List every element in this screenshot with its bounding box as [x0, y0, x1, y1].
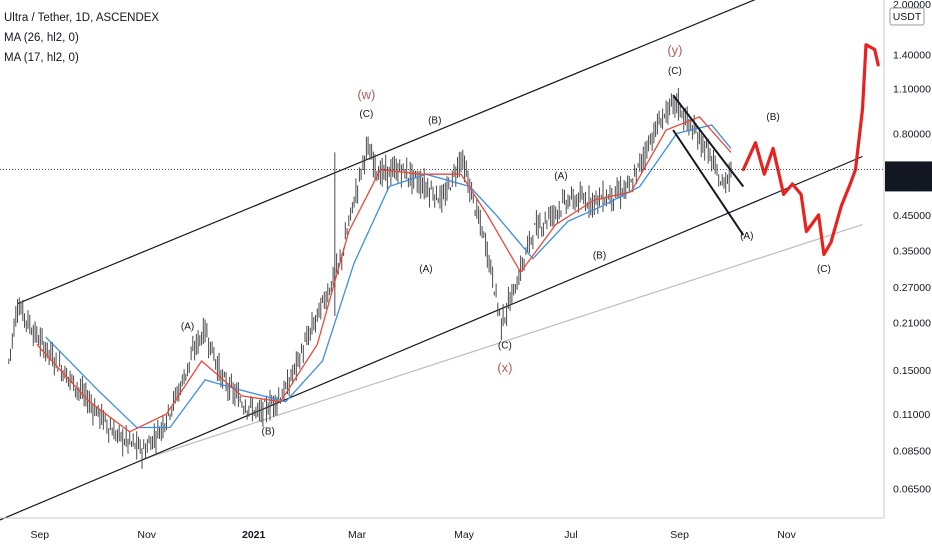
x-tick-label: May	[454, 529, 475, 541]
correction-upper-line	[672, 94, 745, 188]
channel-lower-line	[0, 155, 863, 521]
currency-box	[889, 7, 925, 26]
wave-label: (B)	[593, 251, 606, 262]
x-tick-label: Sep	[670, 529, 689, 541]
ma17-line	[36, 116, 732, 433]
channel-upper-line	[17, 0, 756, 305]
x-tick-label: Nov	[777, 529, 796, 541]
y-tick-label: 1.40000	[893, 49, 931, 61]
y-tick-label: 0.21000	[893, 318, 931, 330]
y-tick-label: 0.15000	[893, 365, 931, 377]
y-tick-label: 0.27000	[893, 282, 931, 294]
x-tick-label: Sep	[30, 529, 49, 541]
wave-label: (C)	[817, 264, 831, 275]
wave-label: (C)	[359, 109, 373, 120]
y-tick-label: 0.35000	[893, 245, 931, 257]
y-tick-label: 1.10000	[893, 84, 931, 96]
y-tick-label: 0.45000	[893, 210, 931, 222]
y-tick-label: 0.08500	[893, 445, 931, 457]
wave-label: (y)	[667, 42, 682, 57]
ma26-line	[45, 124, 732, 429]
x-tick-label: Nov	[137, 529, 156, 541]
x-tick-label: Mar	[348, 529, 367, 541]
y-tick-label: 0.06500	[893, 483, 931, 495]
y-tick-label: 0.11000	[893, 409, 930, 421]
price-tag-value: 0.62067	[889, 164, 927, 176]
wave-label: (B)	[428, 115, 441, 126]
wave-label: (A)	[740, 231, 753, 242]
currency-label: USDT	[893, 11, 922, 23]
wave-label: (C)	[668, 66, 682, 77]
ma26-legend: MA (26, hl2, 0)	[4, 32, 79, 44]
correction-lower-line	[672, 129, 745, 236]
ma17-legend: MA (17, hl2, 0)	[4, 52, 79, 64]
chart-legend: Ultra / Tether, 1D, ASCENDEX MA (26, hl2…	[4, 8, 159, 68]
x-tick-label: Jul	[564, 529, 577, 541]
wave-label: (B)	[766, 112, 779, 123]
wave-label: (C)	[498, 340, 512, 351]
price-tag	[885, 161, 932, 192]
wave-label: (A)	[419, 264, 432, 275]
wave-label: (x)	[497, 360, 512, 375]
wave-label: (A)	[181, 322, 194, 333]
projection-line	[741, 43, 880, 257]
lower-support-line	[143, 224, 863, 460]
wave-label: (A)	[554, 171, 567, 182]
wave-label: (w)	[357, 87, 375, 102]
y-tick-label: 0.80000	[893, 129, 931, 141]
price-tag-countdown: 15:26:01	[888, 177, 929, 189]
wave-label: (B)	[262, 427, 275, 438]
y-tick-label: 2.00000	[893, 0, 931, 11]
x-tick-label: 2021	[242, 529, 266, 541]
symbol-title: Ultra / Tether, 1D, ASCENDEX	[4, 12, 160, 24]
